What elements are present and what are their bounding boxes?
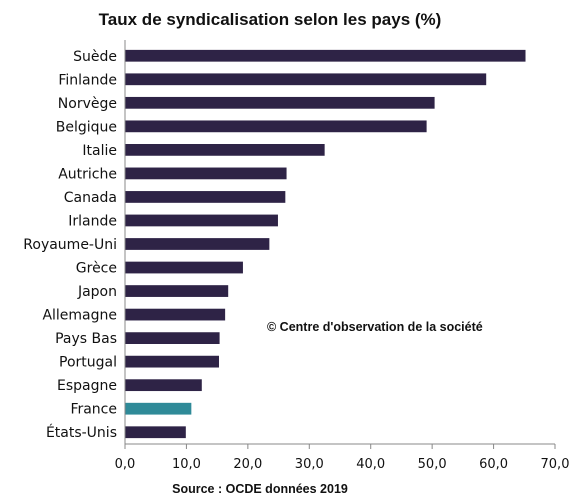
category-label-0: Suède (73, 49, 117, 65)
x-tick-label-0: 0,0 (115, 457, 136, 472)
x-tick-label-1: 10,0 (172, 457, 201, 472)
bar-10 (125, 285, 229, 297)
x-tick-label-6: 60,0 (479, 457, 508, 472)
category-label-16: États-Unis (46, 424, 117, 441)
bar-16 (125, 426, 186, 439)
bar-8 (125, 238, 270, 250)
category-label-7: Irlande (68, 213, 117, 229)
bar-4 (125, 144, 325, 156)
bar-9 (125, 261, 243, 274)
bar-0 (125, 49, 526, 62)
category-label-2: Norvège (58, 96, 117, 112)
category-label-11: Allemagne (42, 308, 117, 324)
category-label-15: France (70, 402, 117, 418)
category-label-12: Pays Bas (55, 331, 117, 347)
category-label-13: Portugal (59, 355, 117, 371)
category-label-8: Royaume-Uni (23, 237, 117, 253)
category-label-6: Canada (64, 190, 117, 206)
bar-6 (125, 191, 286, 203)
category-label-10: Japon (77, 284, 117, 300)
bar-1 (125, 73, 487, 86)
copyright-annotation: © Centre d'observation de la société (267, 320, 483, 334)
bar-5 (125, 167, 287, 180)
bar-11 (125, 308, 226, 321)
category-labels: Suède Finlande Norvège Belgique Italie Autric… (23, 49, 117, 441)
x-tick-label-5: 50,0 (418, 457, 447, 472)
bars-group (125, 49, 526, 439)
x-tick-label-7: 70,0 (541, 457, 570, 472)
x-tick-label-3: 30,0 (295, 457, 324, 472)
category-label-14: Espagne (57, 378, 117, 394)
x-tick-labels: 0,0 10,0 20,0 30,0 40,0 50,0 60,0 70,0 (115, 444, 570, 472)
x-tick-label-4: 40,0 (356, 457, 385, 472)
category-label-4: Italie (82, 143, 117, 159)
bar-2 (125, 96, 435, 109)
bar-3 (125, 120, 427, 133)
category-label-1: Finlande (58, 72, 117, 88)
category-label-5: Autriche (58, 166, 117, 182)
bar-14 (125, 379, 202, 392)
source-note: Source : OCDE données 2019 (172, 482, 348, 496)
bar-7 (125, 214, 278, 227)
category-label-3: Belgique (56, 119, 117, 135)
x-tick-label-2: 20,0 (233, 457, 262, 472)
category-label-9: Grèce (76, 261, 117, 277)
bar-15 (125, 402, 192, 415)
bar-13 (125, 355, 219, 368)
bar-12 (125, 332, 220, 344)
chart-title: Taux de syndicalisation selon les pays (… (99, 10, 442, 29)
